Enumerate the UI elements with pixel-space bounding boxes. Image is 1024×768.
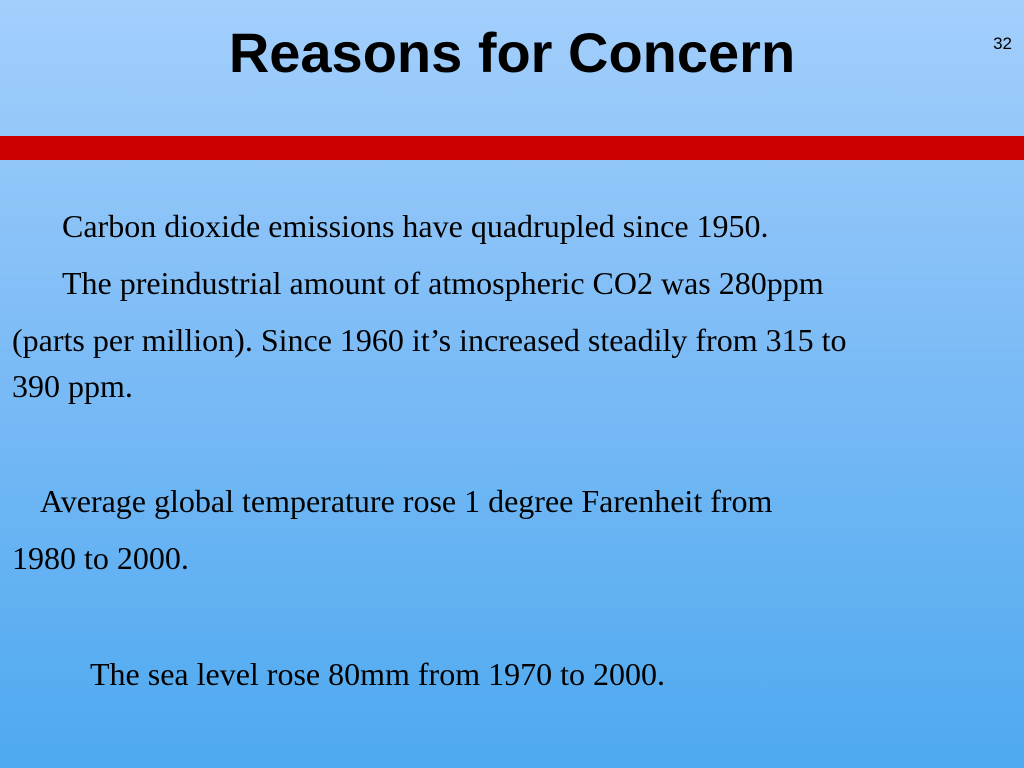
body-text-line: Average global temperature rose 1 degree… [40,483,773,519]
body-text-line: 1980 to 2000. [12,540,189,576]
title-band [0,136,1024,160]
body-text-line: (parts per million). Since 1960 it’s inc… [12,322,847,358]
body-text-line: Carbon dioxide emissions have quadrupled… [62,208,769,244]
body-text-line: 390 ppm. [12,368,133,404]
slide-title: Reasons for Concern [228,21,796,84]
body-text-line: The sea level rose 80mm from 1970 to 200… [90,656,665,692]
slide-number: 32 [993,34,1012,53]
body-text-line: The preindustrial amount of atmospheric … [62,265,824,301]
